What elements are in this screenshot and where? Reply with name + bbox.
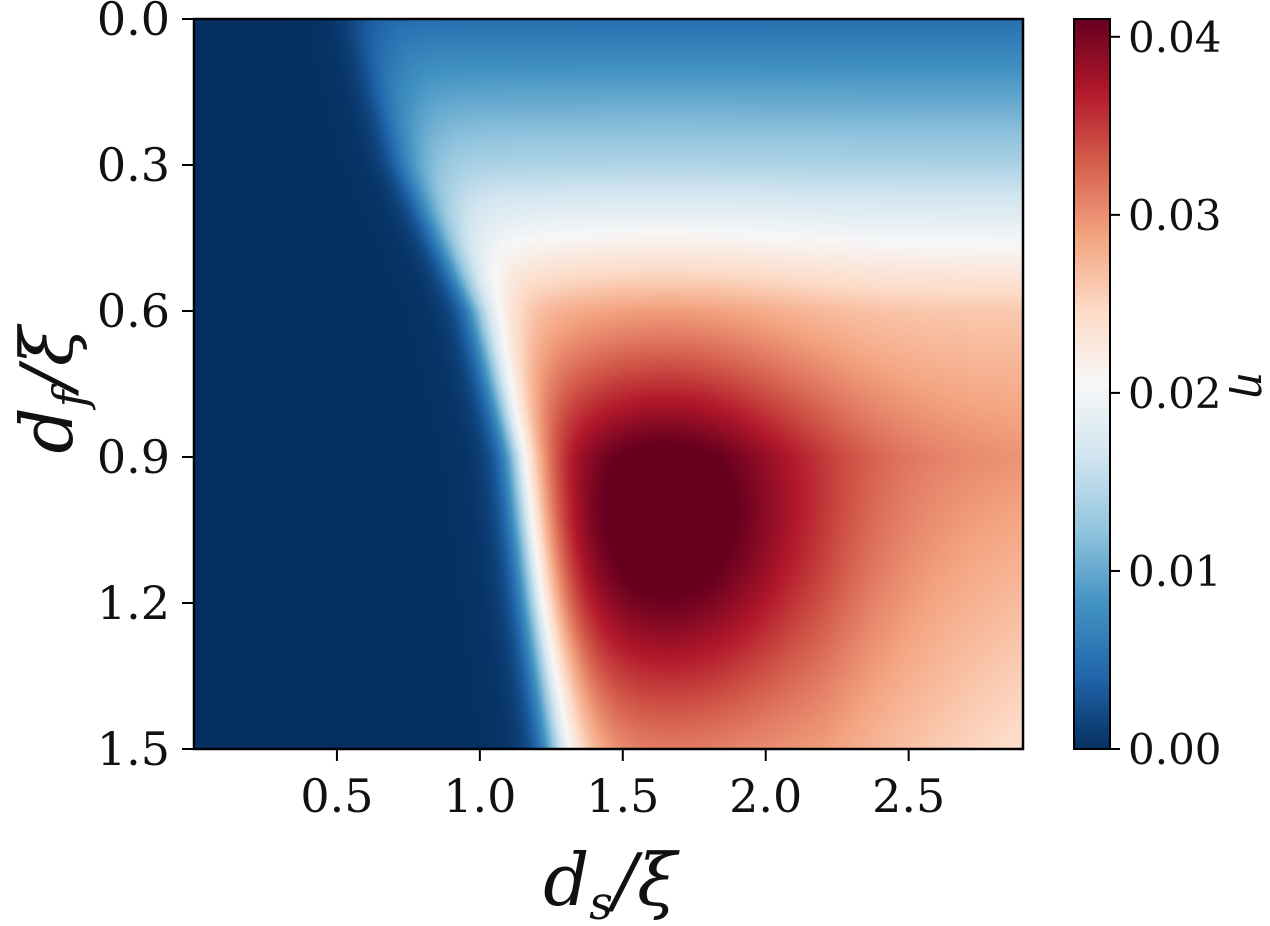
y-tick-label: 0.6 — [97, 284, 170, 338]
y-tick-label: 0.0 — [97, 0, 170, 46]
colorbar-tick-label: 0.04 — [1128, 13, 1222, 62]
x-axis: 0.5 1.0 1.5 2.0 2.5 — [300, 749, 945, 823]
x-tick-label: 1.0 — [443, 769, 516, 823]
x-axis-title-main: d — [543, 838, 589, 922]
colorbar-ticks: 0.00 0.01 0.02 0.03 0.04 — [1110, 13, 1222, 774]
x-tick-label: 2.0 — [729, 769, 802, 823]
y-tick-label: 0.9 — [97, 430, 170, 484]
colorbar-tick-label: 0.02 — [1128, 369, 1222, 418]
x-tick-label: 1.5 — [586, 769, 659, 823]
x-tick-label: 2.5 — [872, 769, 945, 823]
y-axis-title-main: d — [5, 407, 89, 453]
x-axis-title-sub: s — [589, 876, 613, 926]
y-axis-title-denom: /ξ — [5, 323, 89, 396]
y-tick-label: 1.2 — [97, 576, 170, 630]
plot-frame — [192, 17, 1025, 751]
x-axis-title: ds/ξ — [543, 838, 680, 926]
y-tick-label: 1.5 — [97, 722, 170, 776]
colorbar-label: η — [1227, 371, 1270, 397]
x-axis-title-denom: /ξ — [607, 838, 680, 922]
x-tick-label: 0.5 — [300, 769, 373, 823]
colorbar-tick-label: 0.00 — [1128, 725, 1222, 774]
plot-area — [194, 19, 1023, 749]
y-tick-label: 0.3 — [97, 138, 170, 192]
y-axis: 0.0 0.3 0.6 0.9 1.2 1.5 — [97, 0, 194, 776]
y-axis-title: df/ξ — [5, 323, 97, 453]
heatmap-field — [194, 19, 1023, 749]
colorbar-tick-label: 0.01 — [1128, 547, 1222, 596]
colorbar-tick-label: 0.03 — [1128, 191, 1222, 240]
colorbar — [1073, 18, 1111, 750]
